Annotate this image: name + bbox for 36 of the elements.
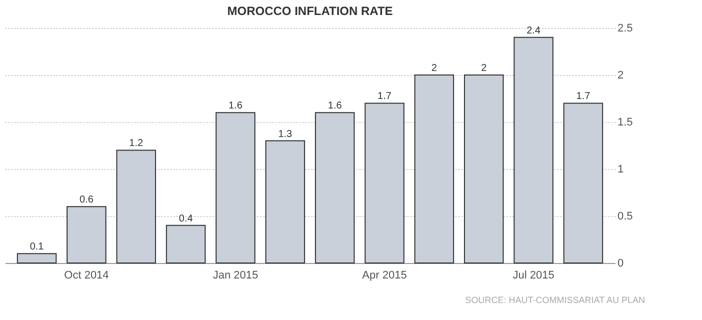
data-label: 1.7 xyxy=(576,91,591,102)
data-label: 1.6 xyxy=(228,100,243,112)
x-tick-label: Oct 2014 xyxy=(64,270,109,282)
data-label: 1.2 xyxy=(129,138,144,150)
bar xyxy=(166,224,206,264)
x-tick-label: Jul 2015 xyxy=(512,270,554,282)
data-label: 1.7 xyxy=(378,91,392,102)
bar xyxy=(265,140,306,264)
bar xyxy=(364,102,404,264)
y-tick-label: 0 xyxy=(618,258,624,270)
bar xyxy=(514,36,554,264)
chart-title: MOROCCO INFLATION RATE xyxy=(227,4,393,18)
bar xyxy=(216,112,256,264)
data-label: 0.4 xyxy=(178,213,194,224)
bar xyxy=(116,150,156,264)
y-tick-label: 1 xyxy=(618,164,624,176)
data-label: 0.6 xyxy=(80,194,94,206)
bar xyxy=(464,74,504,264)
data-label: 1.6 xyxy=(328,100,342,112)
x-tick-label: Jan 2015 xyxy=(212,270,258,282)
y-tick-label: 1.5 xyxy=(618,116,633,128)
bar xyxy=(314,112,355,264)
bar xyxy=(16,253,57,264)
data-label: 2 xyxy=(481,63,488,74)
data-label: 2.4 xyxy=(526,25,541,36)
data-label: 1.3 xyxy=(278,128,293,140)
data-label: 0.1 xyxy=(30,242,44,253)
y-tick-label: 0.5 xyxy=(618,210,633,222)
bar xyxy=(66,206,106,264)
y-tick-label: 2 xyxy=(618,70,624,82)
data-label: 2 xyxy=(431,63,438,74)
y-tick-label: 2.5 xyxy=(618,22,633,34)
x-tick-label: Apr 2015 xyxy=(362,270,407,282)
bar xyxy=(414,74,454,264)
source-note: SOURCE: HAUT-COMMISSARIAT AU PLAN xyxy=(465,295,645,305)
bar xyxy=(563,102,604,264)
